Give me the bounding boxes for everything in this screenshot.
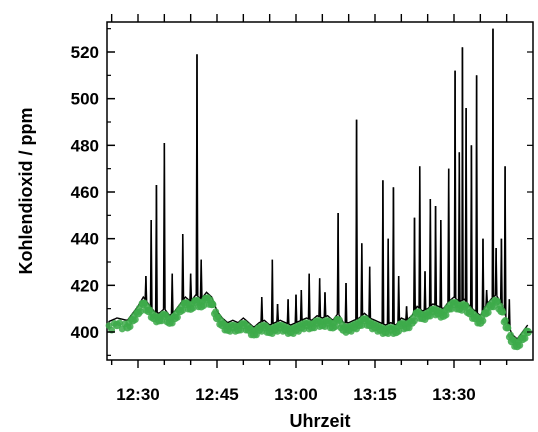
green-marker — [289, 330, 297, 338]
y-tick-label: 420 — [71, 276, 99, 295]
green-marker — [321, 323, 329, 331]
x-tick-label: 13:30 — [432, 385, 475, 404]
green-marker — [384, 330, 392, 338]
green-marker — [516, 341, 524, 349]
green-marker — [268, 330, 276, 338]
green-marker — [200, 302, 208, 310]
green-marker — [421, 316, 429, 324]
green-marker — [411, 317, 418, 325]
green-marker — [212, 308, 220, 316]
green-marker — [523, 327, 530, 335]
green-marker — [126, 323, 134, 331]
green-marker — [442, 311, 450, 319]
green-marker — [342, 329, 350, 336]
green-marker — [484, 309, 492, 317]
green-marker — [118, 325, 126, 333]
green-marker — [521, 334, 529, 342]
x-tick-label: 13:15 — [353, 385, 396, 404]
x-axis-title: Uhrzeit — [289, 411, 350, 431]
y-tick-label: 440 — [71, 230, 99, 249]
green-marker — [501, 317, 509, 324]
x-tick-label: 12:45 — [195, 385, 238, 404]
green-marker — [458, 306, 466, 314]
black-series-layer — [108, 28, 529, 341]
green-marker — [226, 327, 234, 335]
x-tick-label: 13:00 — [274, 385, 317, 404]
green-marker — [405, 324, 413, 332]
x-axis-ticks: 12:30 12:45 13:00 13:15 13:30 — [110, 14, 508, 404]
green-series-layer — [105, 294, 532, 351]
y-tick-label: 500 — [71, 90, 99, 109]
green-marker — [496, 302, 504, 310]
green-marker — [504, 324, 512, 332]
green-marker — [179, 306, 187, 314]
green-marker — [258, 327, 266, 335]
plot-frame — [106, 21, 534, 361]
green-marker — [116, 319, 123, 327]
green-marker — [174, 313, 181, 321]
green-marker — [499, 308, 507, 316]
green-marker — [189, 304, 197, 312]
x-tick-label: 12:30 — [116, 385, 159, 404]
green-marker — [253, 331, 260, 339]
y-tick-label: 400 — [71, 323, 99, 342]
green-marker — [237, 326, 245, 334]
y-tick-label: 520 — [71, 43, 99, 62]
y-axis-title: Kohlendioxid / ppm — [16, 108, 36, 275]
y-tick-label: 480 — [71, 136, 99, 155]
green-marker — [158, 317, 166, 325]
green-marker — [295, 327, 303, 335]
green-marker — [395, 327, 403, 335]
green-marker — [490, 303, 497, 311]
green-marker — [110, 319, 118, 327]
green-marker — [353, 325, 360, 333]
green-marker — [358, 322, 366, 329]
green-marker — [137, 308, 145, 315]
green-marker — [311, 324, 318, 332]
green-marker — [426, 312, 434, 320]
green-marker — [332, 323, 339, 331]
y-tick-label: 460 — [71, 183, 99, 202]
green-marker — [209, 301, 217, 309]
green-marker — [447, 305, 455, 313]
green-marker — [168, 319, 176, 327]
green-marker — [274, 327, 281, 335]
y-axis-ticks: 400 420 440 460 480 500 520 — [71, 28, 533, 356]
green-marker — [479, 317, 487, 325]
green-marker — [300, 325, 308, 333]
green-marker — [347, 327, 355, 335]
green-marker — [131, 316, 139, 324]
